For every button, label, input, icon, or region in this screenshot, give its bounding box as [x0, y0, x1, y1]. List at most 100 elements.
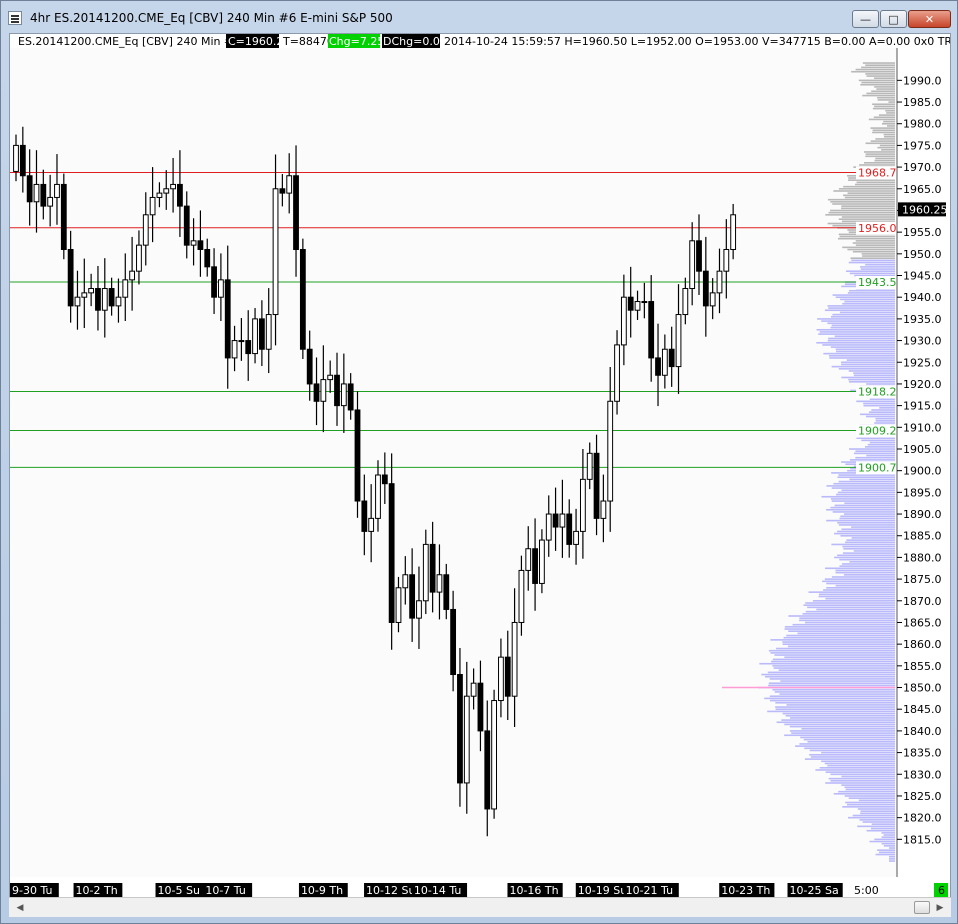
profile-row — [831, 576, 895, 578]
profile-row — [853, 372, 895, 374]
profile-row — [774, 691, 895, 693]
profile-row — [889, 847, 895, 849]
candle-body — [436, 574, 443, 593]
candle-body — [422, 543, 429, 602]
profile-row — [841, 207, 895, 210]
level-label: 1909.25 — [858, 425, 904, 438]
time-label: 10-5 Su — [158, 884, 200, 897]
profile-row — [874, 105, 895, 108]
candle-body — [190, 240, 197, 246]
profile-row — [832, 313, 895, 316]
profile-row — [883, 120, 895, 123]
level-label: 1900.75 — [858, 461, 904, 474]
candle-body — [491, 700, 498, 810]
candle-body — [668, 348, 675, 368]
candle-body — [682, 288, 689, 316]
time-label: 10-9 Th — [301, 884, 343, 897]
candle-body — [218, 279, 224, 298]
close-button[interactable]: ✕ — [908, 10, 951, 28]
profile-row — [823, 352, 895, 355]
candle-body — [204, 248, 211, 268]
price-tick-label: 1930.0 — [903, 335, 942, 348]
price-chart[interactable]: 1968.75 1956.00 1943.50 1918.25 1909.25 1900.… — [10, 34, 950, 898]
candle-body — [170, 183, 176, 190]
price-tick-label: 1850.0 — [903, 682, 942, 695]
profile-row — [809, 753, 895, 756]
app-icon[interactable] — [8, 11, 22, 25]
price-tick-label: 1865.0 — [903, 616, 942, 629]
profile-row — [883, 133, 895, 136]
profile-row — [831, 543, 895, 546]
profile-row — [792, 623, 895, 626]
profile-row — [881, 122, 895, 125]
price-tick-label: 1950.0 — [903, 248, 942, 261]
profile-row — [841, 563, 895, 565]
profile-row — [835, 569, 895, 572]
candle-body — [60, 183, 67, 250]
profile-row — [851, 70, 895, 73]
profile-row — [835, 296, 895, 299]
profile-row — [875, 157, 895, 160]
price-axis[interactable]: 1990.0 1985.0 1980.0 1975.0 1970.0 1965.0 1960… — [896, 34, 950, 898]
scroll-thumb[interactable] — [914, 901, 930, 914]
profile-row — [775, 701, 895, 704]
level-label: 1968.75 — [858, 167, 904, 180]
title-bar[interactable]: 4hr ES.20141200.CME_Eq [CBV] 240 Min #6 … — [1, 1, 958, 33]
scroll-right-icon[interactable]: ▶ — [936, 903, 944, 913]
price-tick-label: 1985.0 — [903, 96, 942, 109]
candle-body — [709, 292, 716, 307]
profile-row — [856, 181, 895, 184]
profile-row — [830, 506, 895, 509]
price-tick-label: 1820.0 — [903, 812, 942, 825]
profile-row — [838, 188, 895, 190]
profile-row — [841, 376, 895, 379]
profile-row — [812, 600, 895, 602]
time-axis[interactable]: 9-30 Tu 10-2 Th 10-5 Su 10-7 Tu 10-9 Th 10-12… — [10, 877, 950, 898]
chart-frame[interactable]: 1968.75 1956.00 1943.50 1918.25 1909.25 1900.… — [9, 33, 951, 917]
profile-row — [849, 459, 895, 461]
minimize-button[interactable]: — — [852, 10, 879, 28]
candle-body — [655, 357, 661, 376]
profile-row — [832, 294, 895, 296]
scroll-left-icon[interactable]: ◀ — [16, 903, 24, 913]
profile-row — [861, 253, 895, 255]
profile-row — [839, 235, 895, 238]
candle-body — [224, 279, 231, 359]
profile-row — [780, 680, 895, 682]
candle-body — [443, 574, 450, 610]
candle-body — [334, 374, 340, 407]
profile-row — [838, 474, 895, 476]
profile-row — [837, 530, 895, 533]
profile-row — [840, 534, 895, 537]
time-label: 10-21 Tu — [626, 884, 673, 897]
candle-body — [101, 288, 108, 311]
candle-body — [258, 318, 265, 350]
candle-body — [13, 144, 19, 172]
profile-row — [852, 250, 895, 253]
profile-row — [842, 552, 895, 554]
profile-row — [877, 99, 895, 101]
profile-row — [834, 504, 895, 507]
profile-row — [879, 407, 895, 409]
profile-row — [851, 259, 895, 262]
profile-row — [848, 378, 895, 381]
horizontal-scrollbar[interactable]: ◀ ▶ — [9, 897, 951, 917]
profile-row — [824, 762, 895, 765]
price-tick-label: 1900.0 — [903, 465, 942, 478]
profile-row — [864, 162, 895, 164]
profile-row — [827, 198, 895, 201]
maximize-button[interactable]: □ — [880, 10, 907, 28]
price-axis-bg — [897, 34, 950, 898]
profile-row — [860, 812, 895, 815]
candle-body — [463, 695, 470, 784]
time-label: 10-2 Th — [76, 884, 118, 897]
profile-row — [869, 441, 895, 444]
profile-row — [833, 793, 895, 795]
candle-body — [115, 296, 122, 307]
profile-row — [830, 326, 895, 329]
period-badge[interactable]: 6 — [938, 884, 945, 897]
profile-row — [853, 550, 895, 552]
profile-row — [821, 751, 895, 754]
candle-body — [586, 452, 593, 480]
profile-row — [837, 554, 895, 557]
